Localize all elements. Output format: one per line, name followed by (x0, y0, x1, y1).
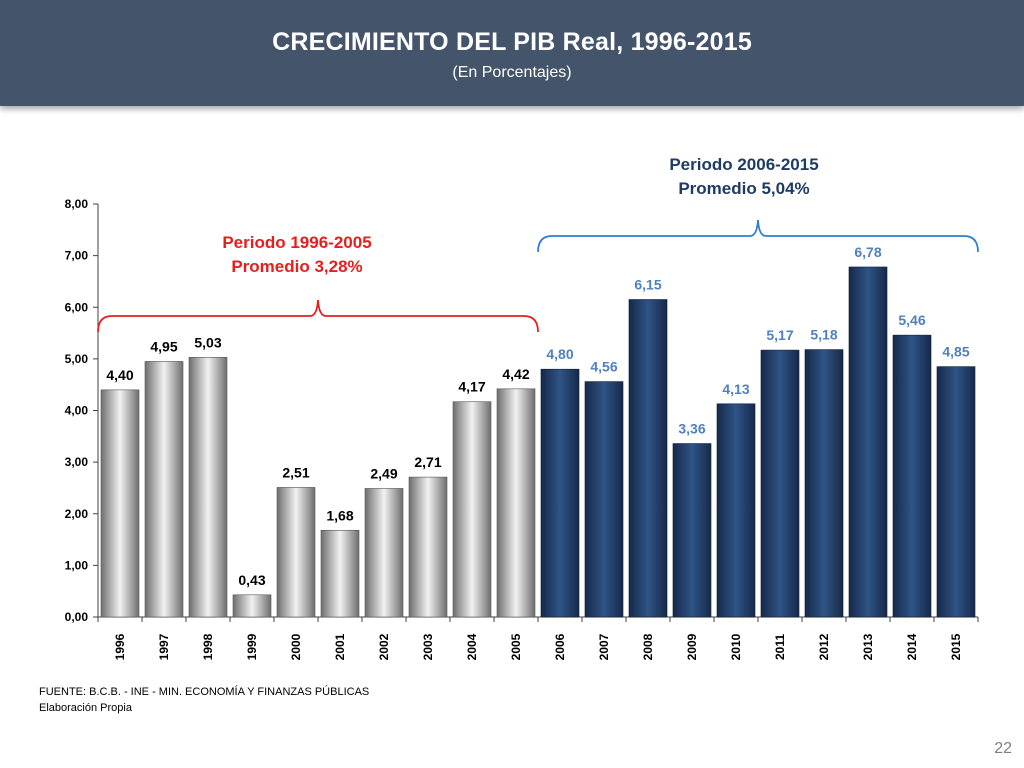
x-tick-label: 2001 (333, 633, 347, 660)
x-tick-label: 1997 (157, 633, 171, 660)
page-number: 22 (994, 740, 1012, 757)
data-label: 6,78 (854, 244, 881, 260)
x-tick-label: 2000 (289, 633, 303, 660)
bar (672, 443, 712, 618)
data-label: 4,85 (942, 344, 969, 360)
x-tick-label: 2011 (773, 634, 787, 660)
period-brace (537, 219, 979, 253)
x-tick-label: 2010 (729, 633, 743, 660)
bar (276, 487, 316, 618)
bar (628, 299, 668, 618)
bar (804, 349, 844, 618)
x-tick-label: 2013 (861, 633, 875, 660)
data-label: 5,18 (810, 327, 837, 343)
y-tick-label: 5,00 (65, 352, 89, 366)
x-tick-label: 2005 (509, 633, 523, 660)
data-label: 2,49 (370, 465, 397, 481)
elaboration-note: Elaboración Propia (39, 702, 132, 714)
data-label: 4,40 (106, 367, 133, 383)
data-label: 2,51 (282, 464, 309, 480)
x-tick-label: 1998 (201, 633, 215, 660)
y-tick-label: 7,00 (65, 249, 89, 263)
y-tick-label: 2,00 (65, 507, 89, 521)
bar (496, 388, 536, 618)
bar (364, 488, 404, 618)
chart-subtitle: (En Porcentajes) (452, 64, 572, 81)
bar (320, 529, 360, 618)
y-tick-label: 0,00 (65, 610, 89, 624)
bar (892, 334, 932, 618)
bar (452, 401, 492, 618)
data-label: 4,13 (722, 381, 749, 397)
x-tick-label: 2007 (597, 633, 611, 660)
data-label: 1,68 (326, 507, 353, 523)
bar (716, 403, 756, 618)
bars-layer: 4,40 4,95 5,03 0,43 2,51 1,68 2,49 2,71 4,17 4,42… (100, 244, 976, 618)
data-label: 5,03 (194, 334, 221, 350)
period-annotation-line2: Promedio 3,28% (231, 257, 362, 276)
x-tick-label: 2004 (465, 633, 479, 660)
data-label: 3,36 (678, 421, 705, 437)
axis-layer: 0,00 1,00 2,00 3,00 4,00 5,00 6,00 7,00 8,00 1996… (65, 197, 979, 660)
x-tick-label: 2009 (685, 633, 699, 660)
period-annotation-line2: Promedio 5,04% (678, 179, 809, 198)
data-label: 4,17 (458, 379, 485, 395)
x-tick-label: 2014 (905, 633, 919, 660)
x-tick-label: 2002 (377, 633, 391, 660)
data-label: 4,80 (546, 346, 573, 362)
footer: FUENTE: B.C.B. - INE - MIN. ECONOMÍA Y F… (39, 684, 369, 716)
bar (936, 366, 976, 618)
chart-title: CRECIMIENTO DEL PIB Real, 1996-2015 (272, 28, 752, 56)
bar (540, 368, 580, 618)
bar (100, 389, 140, 618)
y-tick-label: 8,00 (65, 197, 89, 211)
data-label: 2,71 (414, 454, 441, 470)
x-tick-label: 1996 (113, 633, 127, 660)
bar (408, 476, 448, 618)
data-label: 5,17 (766, 327, 793, 343)
bar (232, 594, 272, 618)
source-note: FUENTE: B.C.B. - INE - MIN. ECONOMÍA Y F… (39, 686, 370, 698)
annotations-layer: Periodo 1996-2005 Promedio 3,28% Periodo 2… (97, 155, 979, 333)
bar (188, 357, 228, 618)
bar (760, 349, 800, 618)
x-tick-label: 2003 (421, 633, 435, 660)
data-label: 0,43 (238, 572, 265, 588)
x-tick-label: 2015 (949, 633, 963, 660)
period-annotation-line1: Periodo 2006-2015 (669, 155, 818, 174)
data-label: 4,42 (502, 366, 529, 382)
y-tick-label: 3,00 (65, 455, 89, 469)
y-tick-label: 6,00 (65, 300, 89, 314)
period-brace (97, 299, 539, 333)
y-tick-label: 1,00 (65, 558, 89, 572)
y-tick-label: 4,00 (65, 404, 89, 418)
x-tick-label: 2008 (641, 633, 655, 660)
bar (144, 361, 184, 618)
data-label: 4,56 (590, 359, 617, 375)
period-annotation-line1: Periodo 1996-2005 (222, 233, 371, 252)
x-tick-label: 2012 (817, 633, 831, 660)
data-label: 4,95 (150, 338, 177, 354)
bar (584, 381, 624, 618)
title-banner: CRECIMIENTO DEL PIB Real, 1996-2015 (En … (0, 0, 1024, 106)
data-label: 5,46 (898, 312, 925, 328)
bar (848, 266, 888, 618)
x-tick-label: 2006 (553, 633, 567, 660)
x-tick-label: 1999 (245, 633, 259, 660)
data-label: 6,15 (634, 277, 661, 293)
